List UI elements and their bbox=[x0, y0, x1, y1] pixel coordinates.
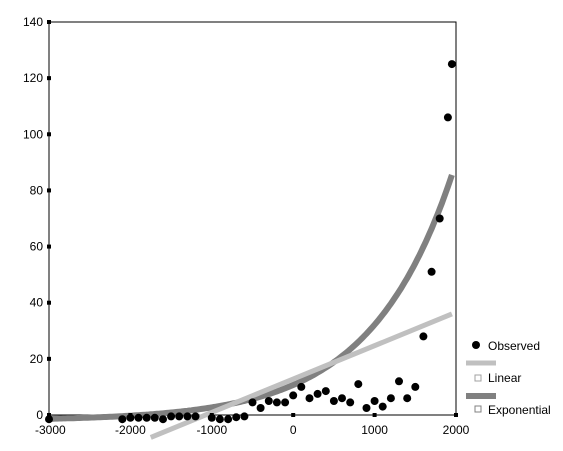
observed-point bbox=[215, 415, 224, 424]
observed-point bbox=[248, 398, 257, 407]
y-tick-label: 0 bbox=[36, 408, 43, 422]
y-tick-label: 20 bbox=[30, 352, 44, 366]
observed-point bbox=[297, 382, 306, 391]
y-tick bbox=[47, 244, 51, 249]
observed-point bbox=[150, 413, 159, 422]
observed-point bbox=[427, 267, 436, 276]
x-tick-label: -2000 bbox=[115, 423, 146, 437]
observed-point bbox=[370, 397, 379, 405]
observed-point bbox=[395, 377, 403, 386]
observed-point bbox=[281, 398, 290, 407]
observed-point bbox=[256, 404, 265, 412]
y-tick-label: 120 bbox=[23, 71, 43, 85]
x-tick-label: 1000 bbox=[361, 423, 388, 437]
observed-point bbox=[134, 413, 143, 422]
y-tick bbox=[47, 356, 51, 361]
x-tick bbox=[291, 413, 296, 417]
legend: Observed Linear Exponential bbox=[466, 339, 551, 417]
observed-point bbox=[240, 412, 249, 421]
observed-point bbox=[289, 391, 298, 400]
x-tick bbox=[47, 413, 51, 417]
y-axis: 0 20 40 60 80 100 120 140 bbox=[23, 15, 51, 422]
observed-point bbox=[443, 113, 452, 122]
observed-point bbox=[419, 332, 428, 341]
y-tick-label: 100 bbox=[23, 127, 43, 141]
legend-exponential-box bbox=[474, 405, 482, 413]
legend-linear-box bbox=[474, 374, 482, 382]
observed-point bbox=[305, 394, 314, 403]
observed-point bbox=[378, 402, 387, 411]
observed-point bbox=[183, 412, 192, 421]
x-tick bbox=[209, 413, 214, 417]
observed-point bbox=[232, 413, 241, 422]
x-tick bbox=[128, 413, 133, 417]
legend-exponential-label: Exponential bbox=[488, 403, 551, 417]
y-tick bbox=[47, 76, 51, 81]
observed-point bbox=[338, 394, 346, 403]
observed-point bbox=[411, 382, 420, 391]
legend-observed-label: Observed bbox=[488, 339, 540, 353]
observed-point bbox=[313, 389, 322, 398]
legend-observed-marker bbox=[472, 341, 480, 349]
observed-point bbox=[167, 412, 176, 421]
plot-area bbox=[45, 21, 457, 440]
observed-point bbox=[175, 412, 184, 421]
observed-point bbox=[329, 397, 338, 405]
observed-point bbox=[362, 404, 371, 412]
y-tick-label: 140 bbox=[23, 15, 43, 29]
x-tick-label: -1000 bbox=[196, 423, 227, 437]
x-tick-label: 2000 bbox=[443, 423, 470, 437]
observed-point bbox=[191, 412, 200, 421]
x-tick-label: 0 bbox=[290, 423, 297, 437]
observed-point bbox=[321, 387, 330, 396]
observed-point bbox=[346, 398, 355, 407]
observed-point bbox=[435, 214, 444, 223]
observed-point bbox=[386, 394, 395, 403]
x-tick-label: -3000 bbox=[35, 423, 66, 437]
y-tick-label: 60 bbox=[30, 240, 44, 254]
observed-point bbox=[224, 415, 233, 424]
x-tick bbox=[454, 413, 458, 417]
observed-point bbox=[142, 413, 151, 422]
observed-point bbox=[159, 415, 167, 424]
y-tick bbox=[47, 132, 51, 137]
observed-point bbox=[45, 415, 53, 424]
y-tick-label: 80 bbox=[30, 183, 44, 197]
observed-point bbox=[403, 394, 412, 403]
y-tick-label: 40 bbox=[30, 296, 44, 310]
observed-point bbox=[118, 415, 127, 424]
linear-fit-line bbox=[149, 311, 453, 440]
observed-point bbox=[447, 60, 456, 69]
plot-frame bbox=[48, 21, 457, 416]
observed-point bbox=[264, 397, 273, 405]
y-tick bbox=[47, 20, 51, 24]
observed-point bbox=[272, 398, 281, 407]
legend-linear-label: Linear bbox=[488, 371, 521, 385]
x-axis: -3000 -2000 -1000 0 1000 2000 bbox=[35, 413, 470, 437]
y-tick bbox=[47, 188, 51, 193]
observed-point bbox=[354, 380, 363, 389]
x-tick bbox=[372, 413, 377, 417]
y-tick bbox=[47, 300, 51, 305]
